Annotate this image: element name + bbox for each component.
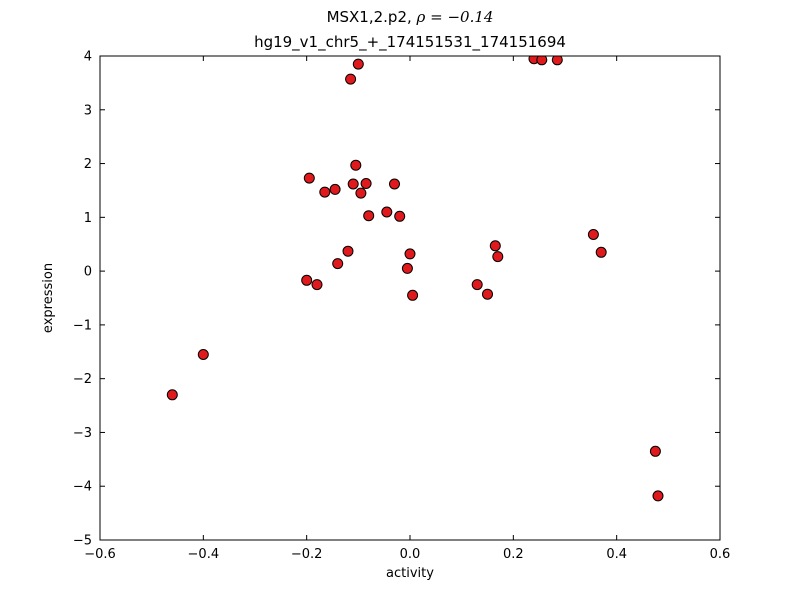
y-tick-label: 0 [84, 265, 92, 280]
scatter-point [407, 289, 419, 301]
y-tick-label: −5 [73, 534, 92, 549]
scatter-point [303, 172, 315, 184]
scatter-point [551, 56, 563, 66]
scatter-point [587, 229, 599, 240]
y-tick-label: −3 [73, 426, 92, 441]
x-tick-label: 0.6 [710, 547, 731, 562]
y-tick-label: 1 [84, 211, 92, 226]
scatter-point [360, 178, 372, 189]
scatter-point [347, 178, 359, 190]
scatter-point [332, 258, 344, 270]
x-tick-label: 0.0 [400, 547, 421, 562]
scatter-point [342, 245, 354, 257]
y-tick-label: 2 [84, 157, 92, 172]
chart-subtitle: hg19_v1_chr5_+_174151531_174151694 [254, 33, 566, 51]
y-axis-label: expression [41, 263, 56, 333]
x-tick-label: −0.2 [291, 547, 323, 562]
scatter-point [492, 251, 504, 263]
scatter-point [471, 279, 483, 291]
scatter-point [404, 248, 416, 260]
y-tick-label: −1 [73, 318, 92, 333]
scatter-point [319, 186, 331, 198]
scatter-point [394, 210, 406, 222]
scatter-point [489, 240, 501, 252]
scatter-point [401, 262, 413, 274]
y-tick-label: 3 [84, 103, 92, 118]
scatter-point [482, 288, 493, 300]
scatter-point [536, 56, 548, 66]
scatter-point [345, 73, 357, 85]
x-tick-label: −0.4 [188, 547, 220, 562]
y-tick-label: −2 [73, 372, 92, 387]
scatter-point [301, 274, 313, 286]
scatter-point [350, 159, 362, 171]
scatter-point [197, 349, 209, 360]
scatter-point [652, 490, 664, 502]
scatter-point [595, 246, 607, 258]
chart-title-rho: ρ = −0.14 [416, 8, 494, 26]
y-tick-label: −4 [73, 480, 92, 495]
scatter-point [352, 58, 364, 70]
x-axis-label: activity [386, 566, 434, 581]
scatter-point [355, 187, 367, 199]
x-tick-label: 0.4 [606, 547, 627, 562]
scatter-point [649, 445, 661, 457]
scatter-series [166, 56, 664, 502]
scatter-point [363, 210, 375, 222]
chart-title: MSX1,2.p2, ρ = −0.14 [100, 8, 720, 26]
x-tick-label: 0.2 [503, 547, 524, 562]
chart-title-prefix: MSX1,2.p2, [326, 8, 417, 26]
scatter-point [329, 183, 341, 195]
scatter-point [381, 206, 393, 218]
scatter-point [311, 279, 323, 291]
y-tick-label: 4 [84, 50, 92, 65]
scatter-point [166, 389, 178, 401]
scatter-point [389, 178, 400, 190]
x-tick-label: −0.6 [84, 547, 116, 562]
